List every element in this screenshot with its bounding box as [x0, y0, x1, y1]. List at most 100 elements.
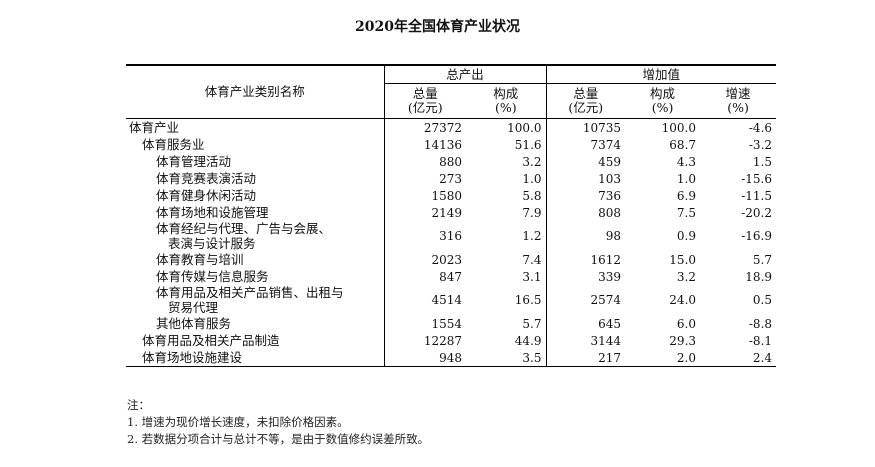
- va-share-cell: 2.0: [625, 349, 701, 367]
- va-share-cell: 6.9: [676, 188, 697, 203]
- output-total-cell: 847: [383, 268, 466, 285]
- output-share-cell: 7.9: [522, 205, 542, 220]
- note-1: 1. 增速为现价增长速度，未扣除价格因素。: [127, 415, 349, 429]
- output-total-cell: 1554: [383, 315, 466, 332]
- table-title: 2020年全国体育产业状况: [355, 19, 520, 35]
- output-total-cell: 27372: [383, 118, 466, 136]
- va-growth-cell: -20.2: [741, 205, 773, 220]
- notes-heading: 注：: [127, 398, 150, 412]
- output-share-cell: 7.4: [522, 252, 542, 267]
- va-total-header: 总量 (亿元): [545, 83, 626, 119]
- output-total-cell: 880: [383, 153, 466, 170]
- row-category-label: 体育服务业: [142, 137, 205, 152]
- va-total-cell: 2574: [545, 285, 626, 315]
- output-share-cell: 51.6: [514, 137, 542, 152]
- va-growth-label: 增速: [725, 86, 751, 101]
- va-total-cell: 103: [545, 170, 626, 187]
- va-growth-cell: -4.6: [748, 120, 773, 135]
- output-total-cell: 4514: [383, 285, 466, 315]
- va-growth-cell: -16.9: [741, 229, 773, 243]
- row-category-label: 体育健身休闲活动: [156, 188, 257, 203]
- output-total-header: 总量 (亿元): [383, 83, 466, 119]
- va-share-header: 构成 (%): [625, 83, 701, 119]
- va-share-cell: 3.2: [676, 269, 697, 284]
- va-total-cell: 1612: [545, 251, 626, 268]
- row-category-name: 体育用品及相关产品制造: [126, 332, 384, 349]
- va-share-cell: 100.0: [661, 120, 697, 135]
- header-row-columns: 总量 (亿元) 构成 (%) 总量 (亿元) 构成 (%) 增速 (%): [126, 83, 777, 119]
- row-category-name: 体育教育与培训: [126, 251, 384, 268]
- va-total-cell: 339: [545, 268, 626, 285]
- output-share-cell: 1.2: [522, 229, 542, 243]
- table-row: 体育传媒与信息服务 847 3.1 339 3.2 18.9: [126, 268, 776, 285]
- row-category-label-continued: 贸易代理: [168, 300, 219, 315]
- row-category-label: 体育用品及相关产品销售、出租与: [156, 285, 344, 300]
- va-total-cell: 217: [545, 349, 626, 367]
- row-category-label: 体育场地设施建设: [142, 350, 243, 365]
- row-category-label: 体育竞赛表演活动: [156, 171, 257, 186]
- output-share-cell: 1.0: [522, 171, 542, 186]
- va-share-cell: 68.7: [669, 137, 697, 152]
- output-share-cell: 16.5: [514, 293, 542, 307]
- output-share-header: 构成 (%): [466, 83, 547, 119]
- table-row: 体育场地设施建设 948 3.5 217 2.0 2.4: [126, 349, 777, 367]
- output-total-cell: 1580: [383, 187, 466, 204]
- output-share-cell: 3.1: [522, 269, 542, 284]
- table-row: 体育用品及相关产品制造 12287 44.9 3144 29.3 -8.1: [126, 332, 776, 349]
- va-total-unit: (亿元): [568, 100, 604, 115]
- row-category-name: 体育场地设施建设: [126, 349, 384, 367]
- row-category-name: 体育竞赛表演活动: [126, 170, 384, 187]
- va-total-cell: 645: [545, 315, 626, 332]
- va-growth-cell: -15.6: [741, 171, 773, 186]
- row-category-label: 体育教育与培训: [156, 252, 244, 267]
- va-total-cell: 7374: [545, 136, 626, 153]
- va-share-cell: 15.0: [669, 252, 697, 267]
- row-category-name: 体育管理活动: [126, 153, 384, 170]
- row-category-name: 体育产业: [126, 119, 384, 137]
- va-share-cell: 0.9: [676, 229, 697, 243]
- row-category-name: 体育用品及相关产品销售、出租与 贸易代理: [126, 285, 384, 315]
- va-share-cell: 4.3: [676, 154, 697, 169]
- output-total-cell: 12287: [383, 332, 466, 349]
- output-share-cell: 3.2: [522, 154, 542, 169]
- row-category-label-continued: 表演与设计服务: [168, 236, 256, 251]
- va-growth-cell: 0.5: [752, 293, 773, 307]
- table-row: 体育竞赛表演活动 273 1.0 103 1.0 -15.6: [126, 170, 776, 187]
- output-total-cell: 273: [383, 170, 466, 187]
- va-total-cell: 808: [545, 204, 626, 221]
- va-growth-cell: -8.1: [748, 333, 773, 348]
- table-row: 体育服务业 14136 51.6 7374 68.7 -3.2: [126, 136, 776, 153]
- va-total-cell: 736: [545, 187, 626, 204]
- row-category-label: 其他体育服务: [156, 316, 232, 331]
- va-share-cell: 24.0: [669, 293, 697, 307]
- output-total-cell: 948: [383, 349, 466, 367]
- row-category-name: 体育健身休闲活动: [126, 187, 384, 204]
- va-growth-cell: 1.5: [752, 154, 773, 169]
- row-category-name: 体育场地和设施管理: [126, 204, 384, 221]
- row-category-name: 体育传媒与信息服务: [126, 268, 384, 285]
- header-row-groups: 体育产业类别名称 总产出 增加值: [126, 64, 777, 119]
- va-growth-cell: -11.5: [741, 188, 773, 203]
- va-share-unit: (%): [651, 100, 674, 115]
- row-category-label: 体育管理活动: [156, 154, 232, 169]
- row-category-name: 体育服务业: [126, 136, 384, 153]
- table-body: 体育产业 27372 100.0 10735 100.0 -4.6 体育服务业 14136 51…: [126, 118, 777, 367]
- output-total-cell: 2149: [383, 204, 466, 221]
- table-row: 体育健身休闲活动 1580 5.8 736 6.9 -11.5: [126, 187, 776, 204]
- table-row: 体育用品及相关产品销售、出租与 贸易代理 4514 16.5 2574 24.0 0.5: [126, 285, 776, 315]
- va-growth-unit: (%): [727, 100, 749, 115]
- va-total-cell: 459: [545, 153, 626, 170]
- output-total-cell: 14136: [383, 136, 466, 153]
- output-share-cell: 3.5: [466, 349, 547, 367]
- table-row: 体育场地和设施管理 2149 7.9 808 7.5 -20.2: [126, 204, 776, 221]
- row-category-label: 体育产业: [129, 120, 180, 135]
- va-growth-cell: 5.7: [752, 252, 773, 267]
- va-total-cell: 3144: [545, 332, 626, 349]
- table-row: 体育管理活动 880 3.2 459 4.3 1.5: [126, 153, 776, 170]
- output-share-cell: 100.0: [507, 120, 542, 135]
- output-share-label: 构成: [493, 86, 519, 101]
- table-row: 其他体育服务 1554 5.7 645 6.0 -8.8: [126, 315, 776, 332]
- va-total-cell: 10735: [545, 118, 626, 136]
- output-share-unit: (%): [494, 100, 517, 115]
- output-group-header: 总产出: [383, 64, 547, 84]
